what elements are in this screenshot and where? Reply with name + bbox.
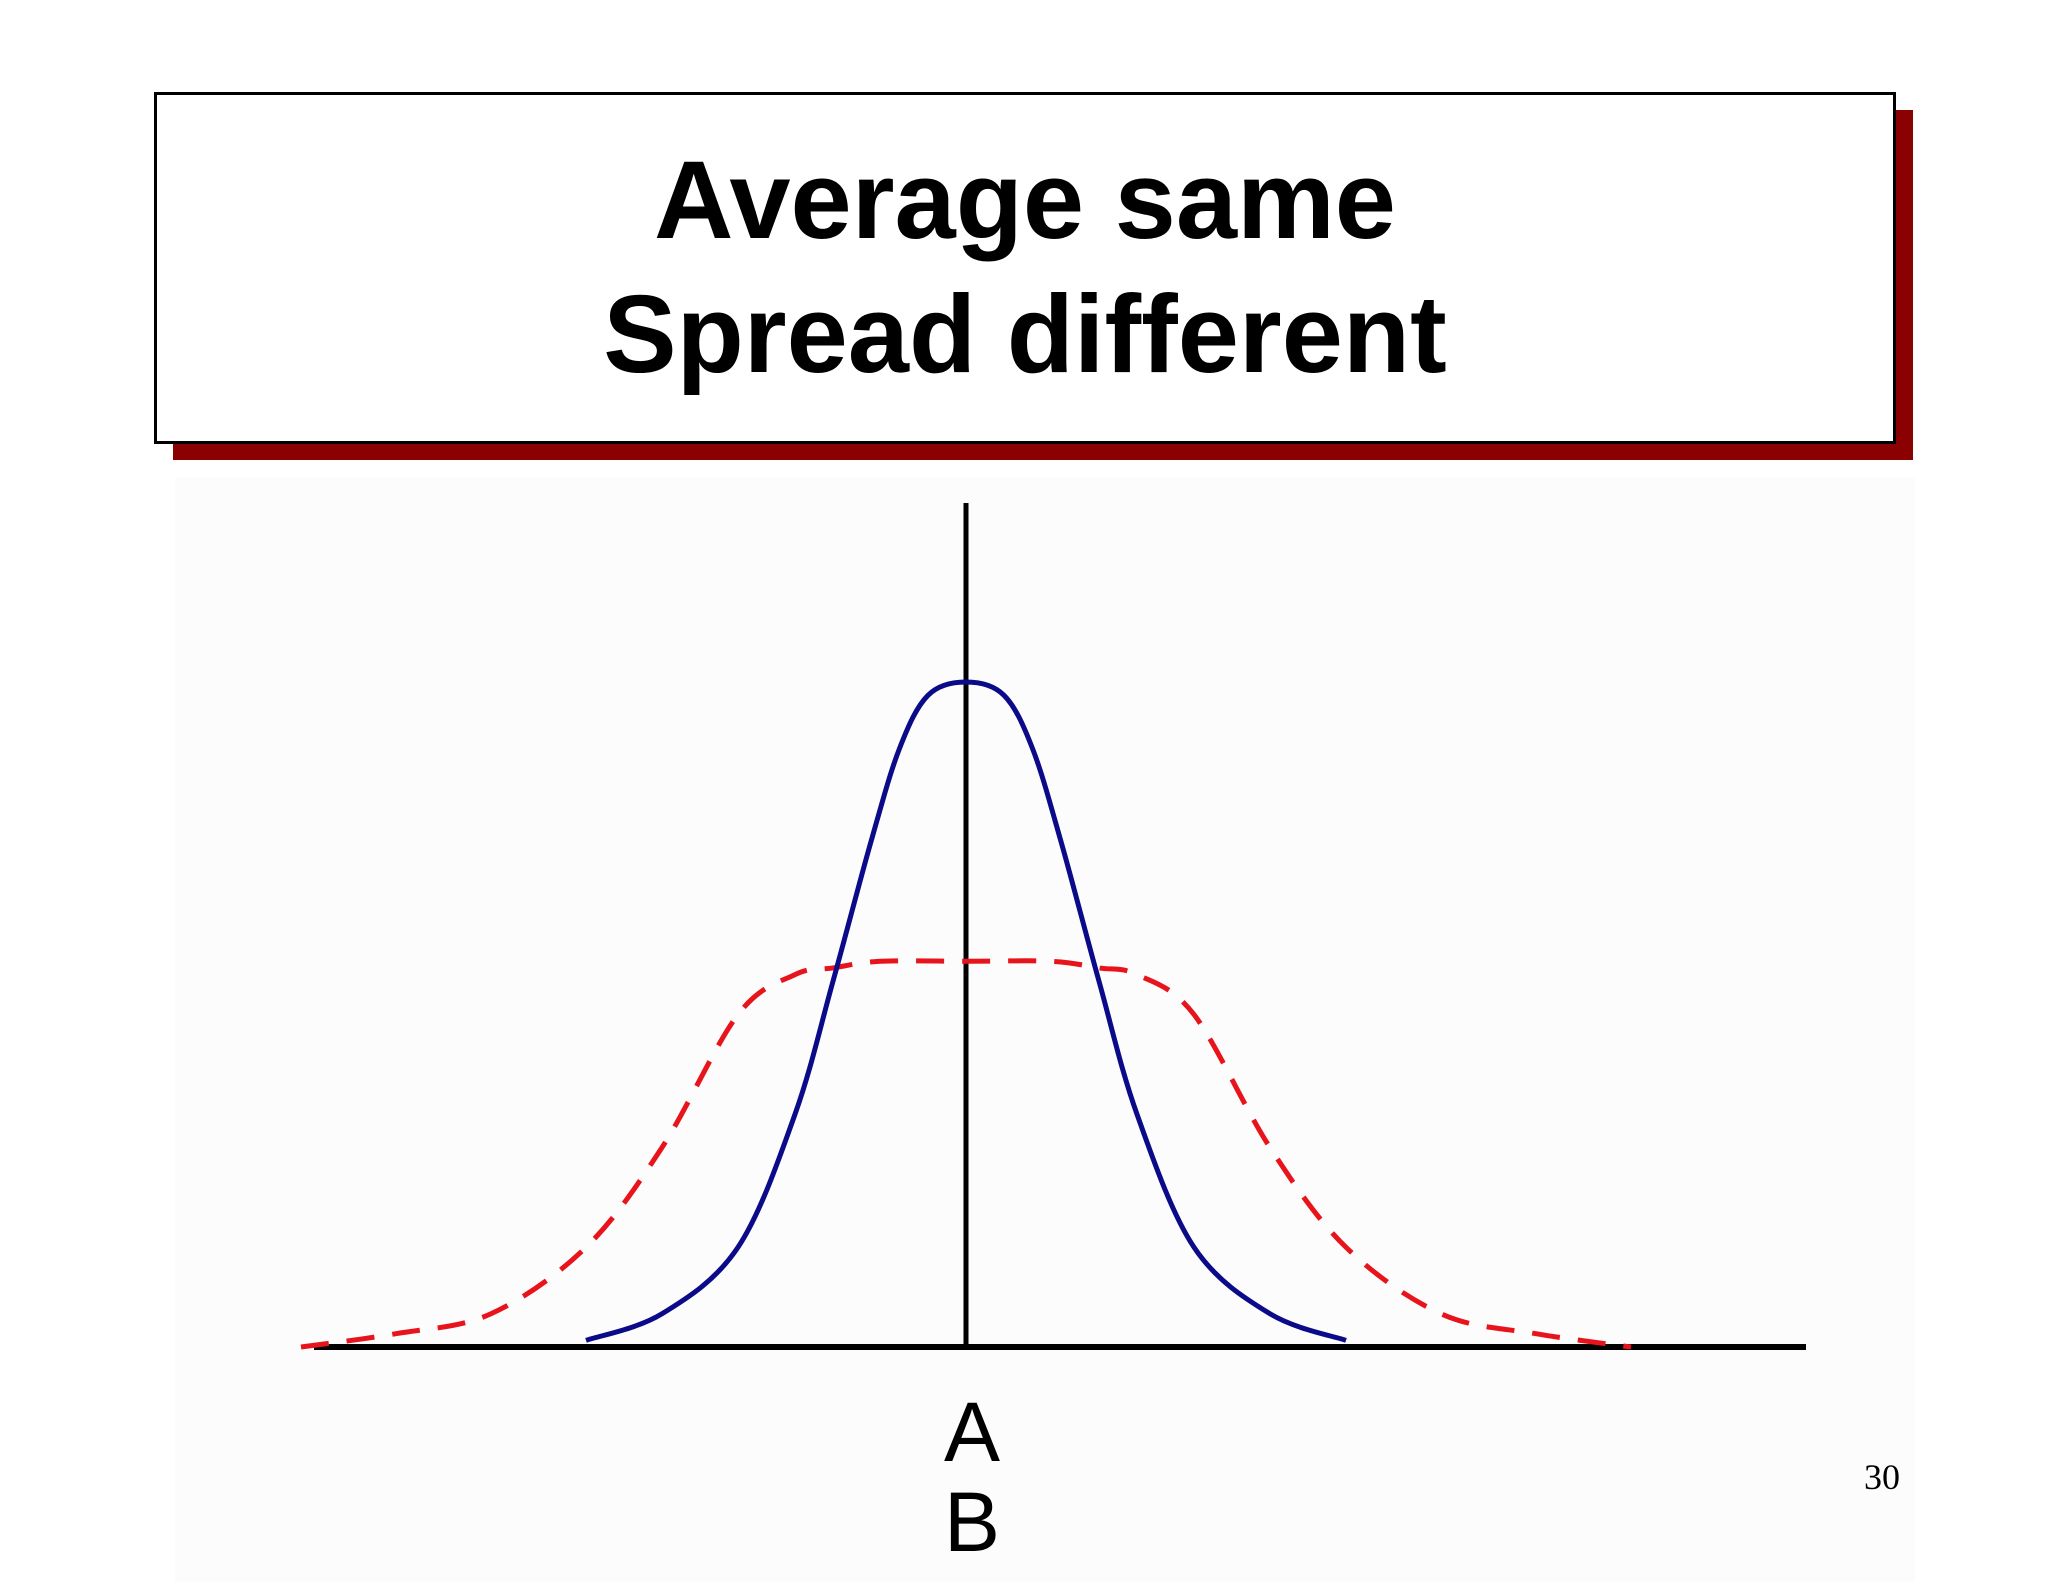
label-a: A xyxy=(943,1385,1001,1479)
title-box: Average same Spread different xyxy=(154,92,1896,444)
title-line-1: Average same xyxy=(654,139,1396,262)
label-b: B xyxy=(943,1475,1001,1569)
page-number: 30 xyxy=(1864,1457,1900,1497)
narrow-distribution-curve xyxy=(585,679,1347,1343)
title-line-2: Spread different xyxy=(603,273,1447,396)
wide-distribution-curve xyxy=(300,958,1632,1350)
plot-area xyxy=(175,478,1915,1582)
